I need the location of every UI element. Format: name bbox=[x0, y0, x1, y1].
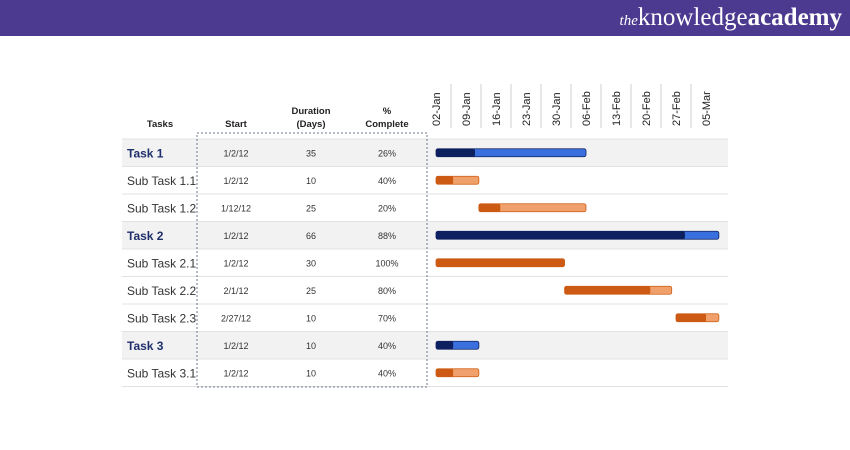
date-tick-label: 13-Feb bbox=[611, 91, 623, 126]
brand-middle: knowledge bbox=[637, 4, 748, 31]
task-complete: 40% bbox=[378, 176, 396, 186]
date-tick-label: 16-Jan bbox=[491, 92, 503, 126]
task-duration: 66 bbox=[306, 231, 316, 241]
task-start: 1/2/12 bbox=[223, 341, 248, 351]
task-start: 2/1/12 bbox=[223, 286, 248, 296]
date-tick-label: 27-Feb bbox=[671, 91, 683, 126]
task-start: 1/12/12 bbox=[221, 203, 251, 213]
task-duration: 10 bbox=[306, 176, 316, 186]
date-tick-label: 09-Jan bbox=[461, 92, 473, 126]
task-name: Sub Task 2.2 bbox=[127, 284, 196, 298]
task-name: Sub Task 1.1 bbox=[127, 174, 196, 188]
date-gridlines bbox=[450, 84, 692, 128]
task-name: Task 3 bbox=[127, 339, 164, 353]
task-start: 1/2/12 bbox=[223, 176, 248, 186]
task-duration: 30 bbox=[306, 258, 316, 268]
task-start: 2/27/12 bbox=[221, 313, 251, 323]
task-complete: 70% bbox=[378, 313, 396, 323]
task-duration: 35 bbox=[306, 148, 316, 158]
group-row-background bbox=[122, 331, 728, 359]
task-complete: 40% bbox=[378, 341, 396, 351]
task-start: 1/2/12 bbox=[223, 231, 248, 241]
gantt-bars bbox=[435, 148, 720, 378]
task-name: Sub Task 3.1 bbox=[127, 366, 196, 380]
header-start: Start bbox=[225, 119, 247, 130]
task-start: 1/2/12 bbox=[223, 258, 248, 268]
header-tasks: Tasks bbox=[147, 119, 173, 130]
brand-suffix: academy bbox=[747, 4, 842, 31]
date-tick-label: 06-Feb bbox=[581, 91, 593, 126]
task-complete: 20% bbox=[378, 203, 396, 213]
header-complete-line1: % bbox=[383, 106, 392, 117]
row-backgrounds bbox=[122, 138, 728, 387]
task-duration: 10 bbox=[306, 368, 316, 378]
header-duration-line2: (Days) bbox=[296, 119, 325, 130]
header-complete-line2: Complete bbox=[365, 119, 408, 130]
task-bar-complete bbox=[436, 258, 565, 267]
task-complete: 40% bbox=[378, 368, 396, 378]
group-row-background bbox=[122, 139, 728, 167]
task-complete: 88% bbox=[378, 231, 396, 241]
task-bar-complete bbox=[436, 341, 454, 350]
task-bar-complete bbox=[564, 286, 651, 295]
header-duration-line1: Duration bbox=[291, 106, 330, 117]
task-complete: 100% bbox=[375, 258, 398, 268]
date-tick-label: 05-Mar bbox=[701, 91, 713, 126]
task-duration: 25 bbox=[306, 286, 316, 296]
task-bar-complete bbox=[436, 148, 475, 157]
task-start: 1/2/12 bbox=[223, 368, 248, 378]
task-bar-complete bbox=[436, 368, 454, 377]
task-bar-complete bbox=[676, 313, 706, 322]
date-tick-label: 02-Jan bbox=[431, 92, 443, 126]
date-tick-label: 20-Feb bbox=[641, 91, 653, 126]
task-name: Task 1 bbox=[127, 146, 164, 160]
brand-prefix: the bbox=[619, 13, 638, 29]
task-complete: 80% bbox=[378, 286, 396, 296]
task-complete: 26% bbox=[378, 148, 396, 158]
task-name: Task 2 bbox=[127, 229, 164, 243]
task-bar-complete bbox=[436, 231, 685, 240]
task-name: Sub Task 2.1 bbox=[127, 256, 196, 270]
task-start: 1/2/12 bbox=[223, 148, 248, 158]
task-duration: 25 bbox=[306, 203, 316, 213]
data-columns-selection-box bbox=[196, 132, 428, 388]
top-banner: theknowledgeacademy bbox=[0, 0, 850, 36]
task-name: Sub Task 2.3 bbox=[127, 311, 196, 325]
task-rows: Task 1 1/2/12 35 26% Sub Task 1.1 1/2/12 10 40%… bbox=[127, 146, 399, 380]
date-tick-label: 23-Jan bbox=[521, 92, 533, 126]
task-bar-complete bbox=[478, 203, 501, 212]
task-duration: 10 bbox=[306, 341, 316, 351]
date-tick-label: 30-Jan bbox=[551, 92, 563, 126]
brand-logo: theknowledgeacademy bbox=[620, 4, 842, 35]
task-bar-complete bbox=[436, 176, 454, 185]
task-duration: 10 bbox=[306, 313, 316, 323]
task-name: Sub Task 1.2 bbox=[127, 201, 196, 215]
date-axis-labels: 02-Jan 09-Jan 16-Jan 23-Jan 30-Jan 06-Feb 13-F… bbox=[431, 91, 713, 126]
